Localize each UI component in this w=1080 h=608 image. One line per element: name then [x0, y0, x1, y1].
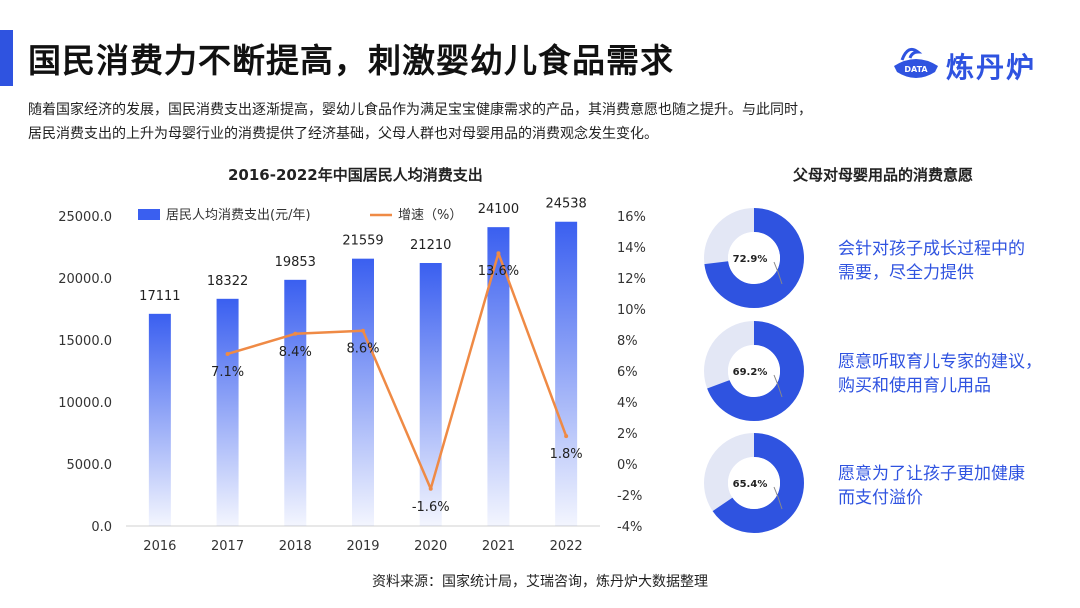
x-tick-label: 2019	[346, 539, 379, 554]
x-tick-label: 2017	[211, 539, 244, 554]
bar-value-label: 21210	[410, 238, 451, 253]
bar-line-chart: 0.0 5000.0 10000.0 15000.0 20000.0 25000.0 -4%…	[58, 197, 646, 554]
y-right-tick-label: 10%	[617, 303, 646, 318]
logo-badge: DATA	[904, 65, 928, 74]
bar	[487, 227, 510, 526]
y-right-tick-label: 6%	[617, 365, 638, 380]
growth-point	[225, 351, 230, 356]
description: 随着国家经济的发展，国民消费支出逐渐提高，婴幼儿食品作为满足宝宝健康需求的产品，…	[28, 98, 1068, 146]
donut-leader-line	[773, 261, 783, 285]
brand-logo: DATA 炼丹炉	[888, 40, 1048, 90]
donut-label-1: 会针对孩子成长过程中的 需要，尽全力提供	[838, 237, 1025, 285]
growth-value-label: 8.6%	[346, 342, 379, 357]
donut-slice	[704, 321, 804, 421]
x-tick-label: 2022	[550, 539, 583, 554]
donut-label-line: 需要，尽全力提供	[838, 263, 974, 283]
growth-point	[564, 434, 569, 439]
donut-label-line: 购买和使用育儿用品	[838, 376, 991, 396]
bar-chart-title: 2016-2022年中国居民人均消费支出	[228, 166, 483, 184]
donut-label-line: 而支付溢价	[838, 488, 923, 508]
y-left-tick-label: 0.0	[91, 520, 112, 535]
bar	[352, 258, 374, 526]
y-right-tick-label: 12%	[617, 272, 646, 287]
page-title: 国民消费力不断提高，刺激婴幼儿食品需求	[28, 41, 674, 80]
y-right-tick-label: -4%	[617, 520, 642, 535]
donut-hole	[728, 345, 780, 397]
bar	[216, 298, 239, 526]
legend-bar-swatch	[138, 209, 160, 220]
donut-leader-line	[773, 486, 783, 510]
description-line: 随着国家经济的发展，国民消费支出逐渐提高，婴幼儿食品作为满足宝宝健康需求的产品，…	[28, 102, 812, 118]
legend-line-label: 增速（%）	[398, 208, 462, 223]
y-right-tick-label: 8%	[617, 334, 638, 349]
bar	[419, 262, 442, 526]
bar-value-label: 17111	[139, 289, 180, 304]
donut-label-line: 会针对孩子成长过程中的	[838, 239, 1025, 259]
brand-logo-icon: DATA	[894, 47, 938, 78]
growth-line	[227, 251, 568, 491]
x-tick-label: 2021	[482, 539, 515, 554]
donut-label-line: 愿意为了让孩子更加健康	[838, 464, 1025, 484]
donut-value-label: 72.9%	[733, 254, 768, 265]
donut-label-line: 愿意听取育儿专家的建议，	[838, 352, 1042, 372]
bar-value-label: 19853	[275, 255, 316, 270]
y-right-tick-label: 2%	[617, 427, 638, 442]
bar-value-label: 24538	[545, 197, 586, 212]
donut-slice	[704, 208, 804, 308]
legend-bar-label: 居民人均消费支出(元/年)	[166, 208, 311, 223]
y-left-tick-label: 10000.0	[58, 396, 112, 411]
growth-point	[496, 251, 501, 256]
y-left-tick-label: 15000.0	[58, 334, 112, 349]
growth-value-label: -1.6%	[412, 500, 450, 515]
y-right-tick-label: -2%	[617, 489, 642, 504]
y-right-tick-label: 14%	[617, 241, 646, 256]
bar	[284, 279, 307, 526]
donut-chart-title: 父母对母婴用品的消费意愿	[793, 166, 974, 184]
bar-value-label: 18322	[207, 274, 248, 289]
bar	[148, 313, 171, 526]
donut-leader-line	[773, 374, 783, 398]
growth-point	[361, 328, 365, 333]
title-accent-bar	[0, 30, 13, 86]
y-right-tick-label: 0%	[617, 458, 638, 473]
donut-slice	[704, 433, 804, 533]
y-left-tick-label: 20000.0	[58, 272, 112, 287]
donut-label-2: 愿意听取育儿专家的建议， 购买和使用育儿用品	[838, 350, 1042, 398]
donut-value-label: 69.2%	[733, 367, 768, 378]
growth-value-label: 13.6%	[478, 264, 519, 279]
growth-point	[428, 486, 433, 491]
growth-value-label: 8.4%	[279, 345, 312, 360]
logo-text: 炼丹炉	[946, 51, 1037, 84]
donut-label-3: 愿意为了让孩子更加健康 而支付溢价	[838, 462, 1025, 510]
bar-value-label: 24100	[478, 202, 519, 217]
bar-value-label: 21559	[342, 234, 383, 249]
donut-hole	[728, 457, 780, 509]
bar	[555, 221, 578, 526]
donut-hole	[728, 232, 780, 284]
x-tick-label: 2016	[143, 539, 176, 554]
growth-value-label: 7.1%	[211, 365, 244, 380]
y-right-tick-label: 4%	[617, 396, 638, 411]
donut-value-label: 65.4%	[733, 479, 768, 490]
y-left-tick-label: 25000.0	[58, 210, 112, 225]
y-left-tick-label: 5000.0	[67, 458, 113, 473]
description-line: 居民消费支出的上升为母婴行业的消费提供了经济基础，父母人群也对母婴用品的消费观念…	[28, 126, 658, 142]
growth-point	[293, 331, 298, 336]
growth-value-label: 1.8%	[550, 447, 583, 462]
x-tick-label: 2018	[279, 539, 312, 554]
source-note: 资料来源：国家统计局，艾瑞咨询，炼丹炉大数据整理	[372, 574, 708, 590]
y-right-tick-label: 16%	[617, 210, 646, 225]
x-tick-label: 2020	[414, 539, 447, 554]
donut-charts: 72.9% 69.2% 65.4%	[704, 208, 804, 533]
